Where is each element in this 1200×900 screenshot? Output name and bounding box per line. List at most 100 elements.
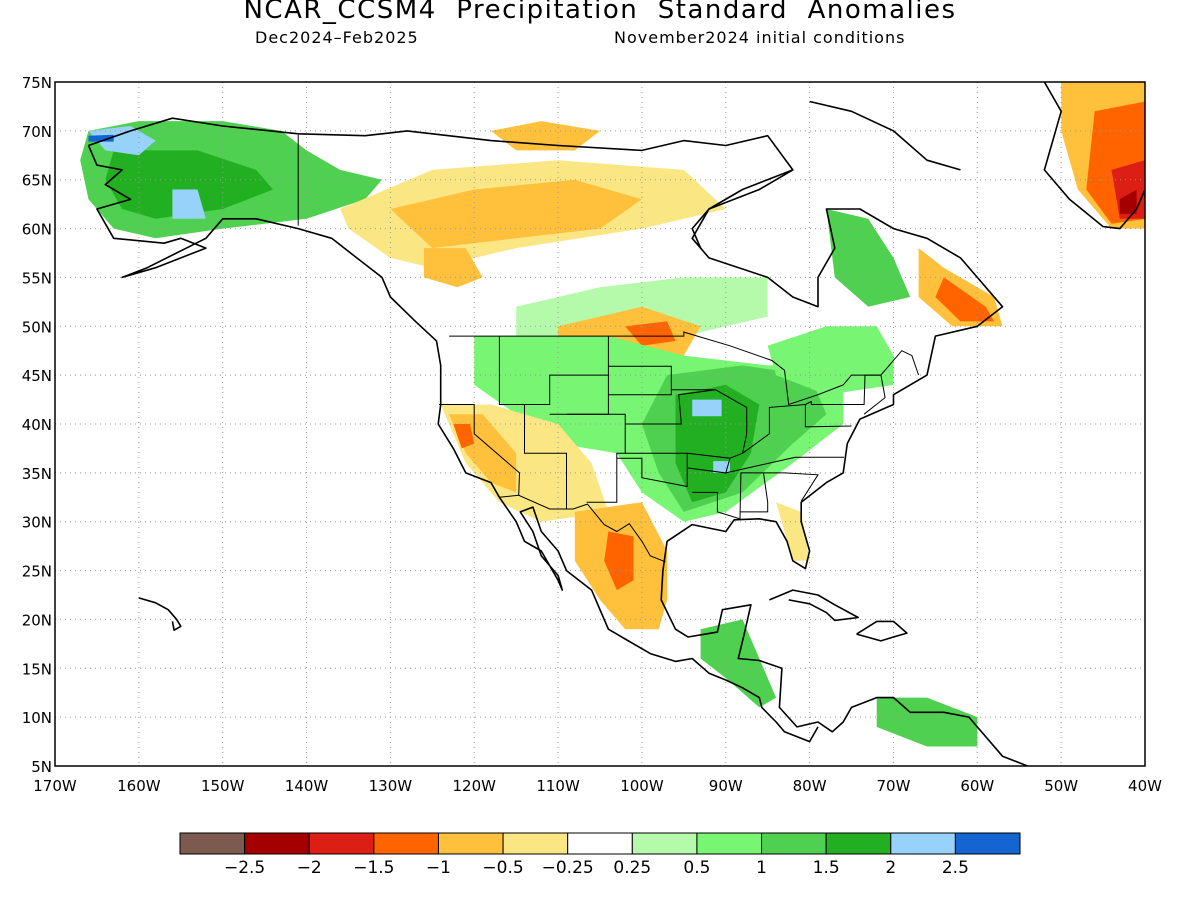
- colorbar-swatch: [825, 832, 892, 855]
- lon-tick-label: 120W: [452, 777, 496, 795]
- lon-tick-label: 70W: [877, 777, 911, 795]
- map-frame: [54, 81, 1146, 767]
- lon-tick-label: 160W: [117, 777, 161, 795]
- lat-tick-label: 15N: [22, 660, 52, 678]
- anomaly-region-arkansas-blue: [713, 461, 730, 473]
- lat-tick-label: 50N: [22, 318, 52, 336]
- west-states-3: [524, 404, 567, 509]
- colorbar-label: −2.5: [224, 858, 265, 878]
- lon-tick-label: 100W: [620, 777, 664, 795]
- lon-tick-label: 90W: [709, 777, 743, 795]
- colorbar-label: 2.5: [942, 858, 969, 878]
- colorbar-swatch: [696, 832, 763, 855]
- anomaly-region-greenland-dry-tip: [1119, 189, 1137, 214]
- anomaly-region-alaska-blue-w: [88, 134, 114, 142]
- anomaly-region-manitoba-dry-core: [625, 321, 676, 346]
- lon-tick-label: 60W: [960, 777, 994, 795]
- lon-tick-label: 140W: [285, 777, 329, 795]
- us-mexico-border: [499, 494, 666, 563]
- anomaly-region-arctic-dry: [491, 121, 600, 151]
- anomaly-region-yukon-dry-core: [390, 179, 642, 249]
- lat-tick-label: 60N: [22, 221, 52, 239]
- anomaly-region-bc-dry: [423, 248, 483, 288]
- west-states-2: [439, 404, 521, 496]
- lat-tick-label: 40N: [22, 416, 52, 434]
- hispaniola-coast: [856, 620, 908, 642]
- lat-tick-label: 5N: [31, 758, 52, 776]
- anomaly-regions: [80, 82, 1145, 747]
- central-states-3: [742, 403, 852, 454]
- lat-tick-label: 25N: [22, 563, 52, 581]
- colorbar-swatch: [631, 832, 698, 855]
- latitude-tick-labels: 5N 10N 15N 20N 25N 30N 35N 40N 45N 50N 55N 60N 65N 70…: [22, 74, 52, 776]
- anomaly-region-mexico-dry-core: [604, 531, 634, 591]
- lat-tick-label: 20N: [22, 611, 52, 629]
- colorbar-label: −0.25: [542, 858, 594, 878]
- colorbar-swatch: [244, 832, 310, 855]
- anomaly-region-south-america-wet: [876, 697, 978, 747]
- lat-tick-label: 45N: [22, 367, 52, 385]
- greenland-coast: [1043, 82, 1145, 230]
- map-title: NCAR_CCSM4 Precipitation Standard Anomal…: [243, 0, 957, 25]
- lat-tick-label: 75N: [22, 74, 52, 92]
- colorbar-swatch: [373, 832, 439, 855]
- lat-tick-label: 35N: [22, 465, 52, 483]
- cuba-coast: [769, 589, 860, 622]
- anomaly-region-central-america-wet: [700, 619, 777, 708]
- colorbar-swatch: [502, 832, 569, 855]
- plains-states-1: [608, 365, 672, 396]
- colorbar-swatch: [954, 832, 1021, 855]
- central-states-2: [715, 389, 748, 459]
- anomaly-region-ontario-wet: [767, 326, 894, 395]
- lon-tick-label: 170W: [33, 777, 77, 795]
- northeast-states: [805, 374, 886, 415]
- colorbar-swatch: [761, 832, 827, 855]
- colorbar-label: 0.5: [683, 858, 710, 878]
- baffin-east: [809, 100, 961, 171]
- plains-states-3: [616, 452, 688, 488]
- hawaii-coast: [138, 597, 182, 632]
- anomaly-region-alaska-blue-s: [172, 189, 206, 219]
- anomaly-region-labrador-dry-core: [935, 277, 995, 322]
- lat-tick-label: 10N: [22, 709, 52, 727]
- colorbar-swatch: [567, 832, 633, 855]
- lon-tick-label: 40W: [1128, 777, 1162, 795]
- south-states-1: [692, 472, 769, 520]
- lon-tick-label: 80W: [793, 777, 827, 795]
- south-states-2: [725, 456, 844, 474]
- north-america-coast: [88, 117, 1028, 766]
- west-states-5: [566, 413, 626, 503]
- initial-conditions-label: November2024 initial conditions: [614, 28, 906, 47]
- lat-tick-label: 55N: [22, 269, 52, 287]
- south-states-3: [763, 472, 819, 502]
- lat-tick-label: 30N: [22, 514, 52, 532]
- colorbar-swatch: [308, 832, 375, 855]
- lat-tick-label: 70N: [22, 123, 52, 141]
- hudson-inner: [691, 169, 794, 249]
- forecast-period: Dec2024–Feb2025: [255, 28, 419, 47]
- west-states-1: [498, 336, 609, 405]
- lon-tick-label: 150W: [201, 777, 245, 795]
- colorbar-legend: −2.5 −2 −1.5 −1 −0.5 −0.25 0.25 0.5 1 1.5 2 2.5: [179, 832, 1021, 878]
- colorbar-label: 0.25: [613, 858, 651, 878]
- anomaly-region-california-dry-core: [453, 424, 475, 449]
- plains-states-2: [625, 389, 716, 425]
- colorbar-swatch: [179, 832, 246, 855]
- anomaly-region-alaska-core: [105, 150, 273, 219]
- colorbar-label: −2: [297, 858, 322, 878]
- colorbar-label: 2: [885, 858, 896, 878]
- lon-tick-label: 110W: [536, 777, 580, 795]
- colorbar-swatch: [890, 832, 956, 855]
- us-canada-border: [449, 331, 920, 406]
- colorbar-label: −1: [426, 858, 451, 878]
- longitude-tick-labels: 170W 160W 150W 140W 130W 120W 110W 100W 90W 80W 70…: [33, 777, 1162, 795]
- lon-tick-label: 50W: [1044, 777, 1078, 795]
- anomaly-region-iowa-blue: [692, 399, 722, 417]
- colorbar-swatch: [437, 832, 504, 855]
- anomaly-region-quebec-wet: [826, 209, 911, 307]
- colorbar-label: 1: [756, 858, 767, 878]
- colorbar-label: 1.5: [813, 858, 840, 878]
- colorbar-label: −1.5: [353, 858, 394, 878]
- political-borders: [297, 134, 920, 563]
